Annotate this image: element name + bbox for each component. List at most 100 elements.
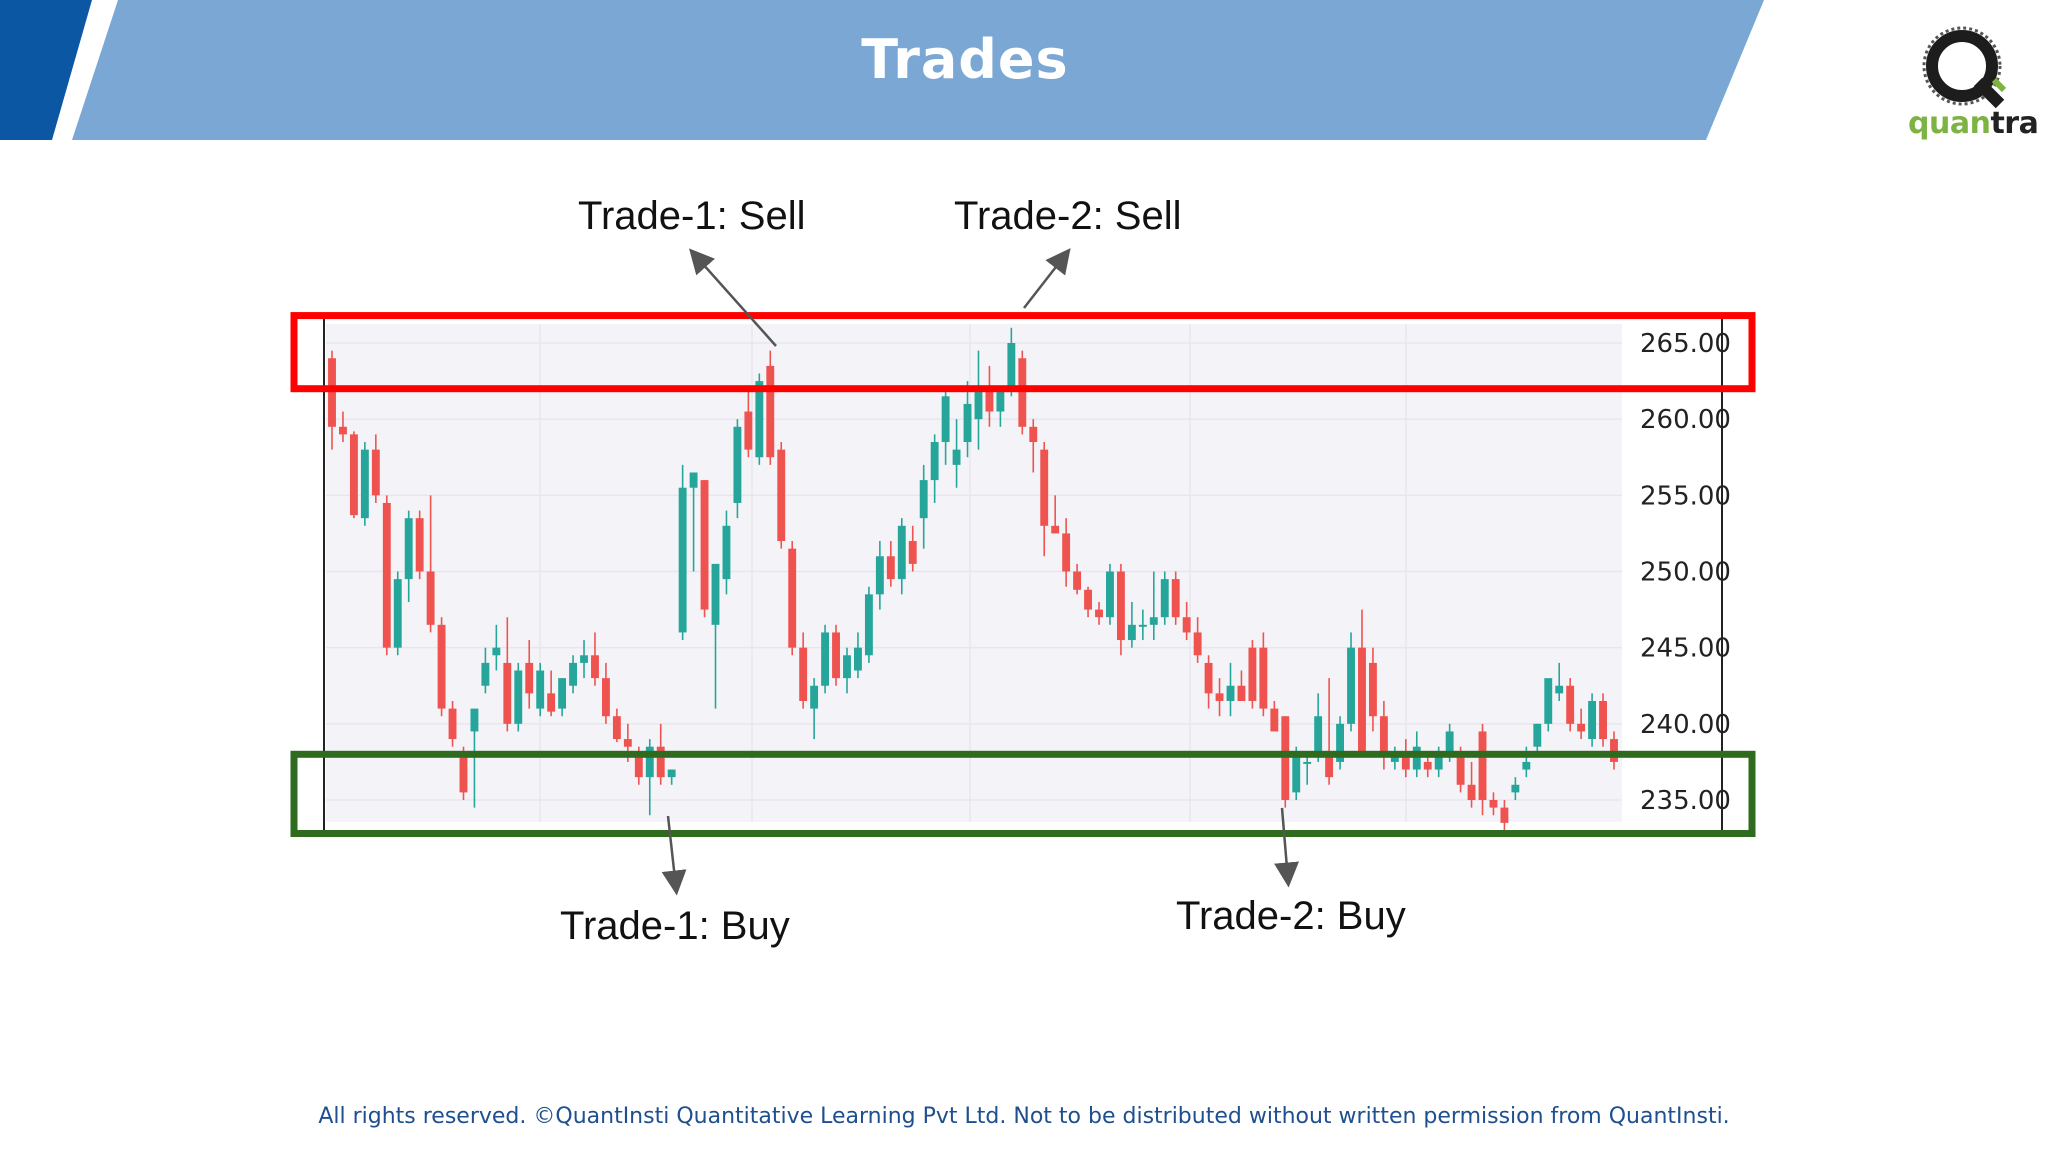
trade1-sell-label: Trade-1: Sell [578, 194, 806, 238]
candle-down [547, 693, 556, 712]
candle-up [1511, 784, 1520, 793]
candle-down [339, 426, 347, 435]
candle-up [941, 396, 950, 443]
candle-up [667, 769, 676, 778]
candle-down [525, 662, 534, 694]
plot-background [326, 324, 1622, 822]
candle-up [558, 678, 567, 709]
candle-down [1095, 609, 1103, 618]
candle-up [810, 685, 819, 709]
candle-down [328, 358, 336, 427]
candle-down [623, 739, 632, 747]
candle-down [1325, 754, 1334, 778]
candle-up [996, 388, 1005, 412]
candle-down [1358, 647, 1366, 755]
candle-down [1500, 807, 1509, 823]
candle-down [426, 571, 435, 625]
candle-up [974, 388, 983, 420]
y-tick-label: 245.00 [1640, 634, 1731, 664]
candle-down [1270, 708, 1279, 732]
candle-down [766, 365, 775, 458]
candle-up [733, 426, 742, 503]
trade2-buy-label: Trade-2: Buy [1176, 894, 1406, 938]
candle-up [470, 708, 479, 732]
candle-down [1599, 700, 1607, 740]
candle-down [1577, 723, 1586, 732]
candle-up [514, 670, 523, 724]
candle-down [503, 662, 512, 724]
candle-down [1610, 739, 1618, 762]
slide-title: Trades [861, 28, 1069, 91]
candle-down [1215, 693, 1224, 701]
candle-down [777, 449, 786, 542]
candle-down [1062, 533, 1071, 572]
candle-down [744, 411, 753, 450]
candle-up [864, 594, 873, 656]
candle-up [569, 662, 578, 686]
candle-up [755, 381, 764, 458]
candle-down [1204, 662, 1213, 694]
candle-down [448, 708, 457, 740]
candle-down [1018, 358, 1027, 427]
candle-down [1029, 426, 1038, 443]
candle-down [1456, 754, 1465, 785]
candle-up [930, 442, 939, 481]
candle-up [952, 449, 961, 465]
candle-up [481, 662, 490, 686]
candle-up [536, 670, 545, 709]
candle-up [1303, 761, 1312, 764]
candle-up [919, 480, 928, 519]
candle-up [1138, 624, 1147, 627]
candle-down [1281, 716, 1290, 800]
candle-up [875, 556, 884, 595]
candle-up [1149, 617, 1158, 625]
trade2-sell-label: Trade-2: Sell [954, 194, 1182, 238]
candle-up [1434, 754, 1443, 770]
candle-down [1051, 525, 1060, 534]
candle-up [1007, 343, 1016, 389]
candle-up [843, 655, 851, 679]
candle-up [1533, 723, 1542, 747]
support-zone-box [290, 750, 1756, 838]
quantra-logo-icon [1922, 26, 2007, 109]
candle-up [1127, 624, 1136, 641]
trade1-buy-arrow [661, 815, 687, 896]
candle-down [1467, 784, 1476, 800]
candle-down [788, 548, 797, 648]
candle-up [1314, 716, 1323, 755]
candle-up [1588, 700, 1597, 740]
candle-down [886, 556, 895, 580]
resistance-zone-box [290, 312, 1756, 393]
y-tick-label: 255.00 [1640, 481, 1731, 511]
candle-up [393, 579, 402, 648]
candle-down [1478, 731, 1487, 800]
candle-down [799, 647, 808, 701]
y-tick-label: 250.00 [1640, 558, 1731, 588]
candle-down [1401, 754, 1410, 770]
candle-up [711, 563, 720, 625]
candle-up [1106, 571, 1114, 618]
candle-up [963, 403, 972, 443]
header-dark-stripe [0, 0, 92, 140]
candle-down [1182, 617, 1191, 633]
candle-up [492, 647, 501, 656]
candle-up [1160, 579, 1169, 618]
candle-up [1555, 685, 1564, 694]
candle-down [371, 449, 380, 496]
candle-down [349, 434, 358, 516]
candle-up [1390, 757, 1399, 762]
trade2-buy-arrow [1274, 807, 1300, 888]
logo-text-main: quan [1908, 106, 1991, 141]
y-tick-label: 265.00 [1640, 329, 1731, 359]
candle-down [1116, 571, 1125, 641]
candle-down [1379, 716, 1388, 755]
candle-up [854, 647, 862, 671]
candle-down [985, 388, 994, 412]
candle-down [1237, 685, 1246, 701]
candle-up [689, 472, 698, 488]
candle-down [415, 518, 424, 572]
candle-up [360, 449, 369, 519]
candle-up [580, 655, 588, 663]
candle-down [601, 678, 610, 717]
candle-up [821, 632, 830, 686]
